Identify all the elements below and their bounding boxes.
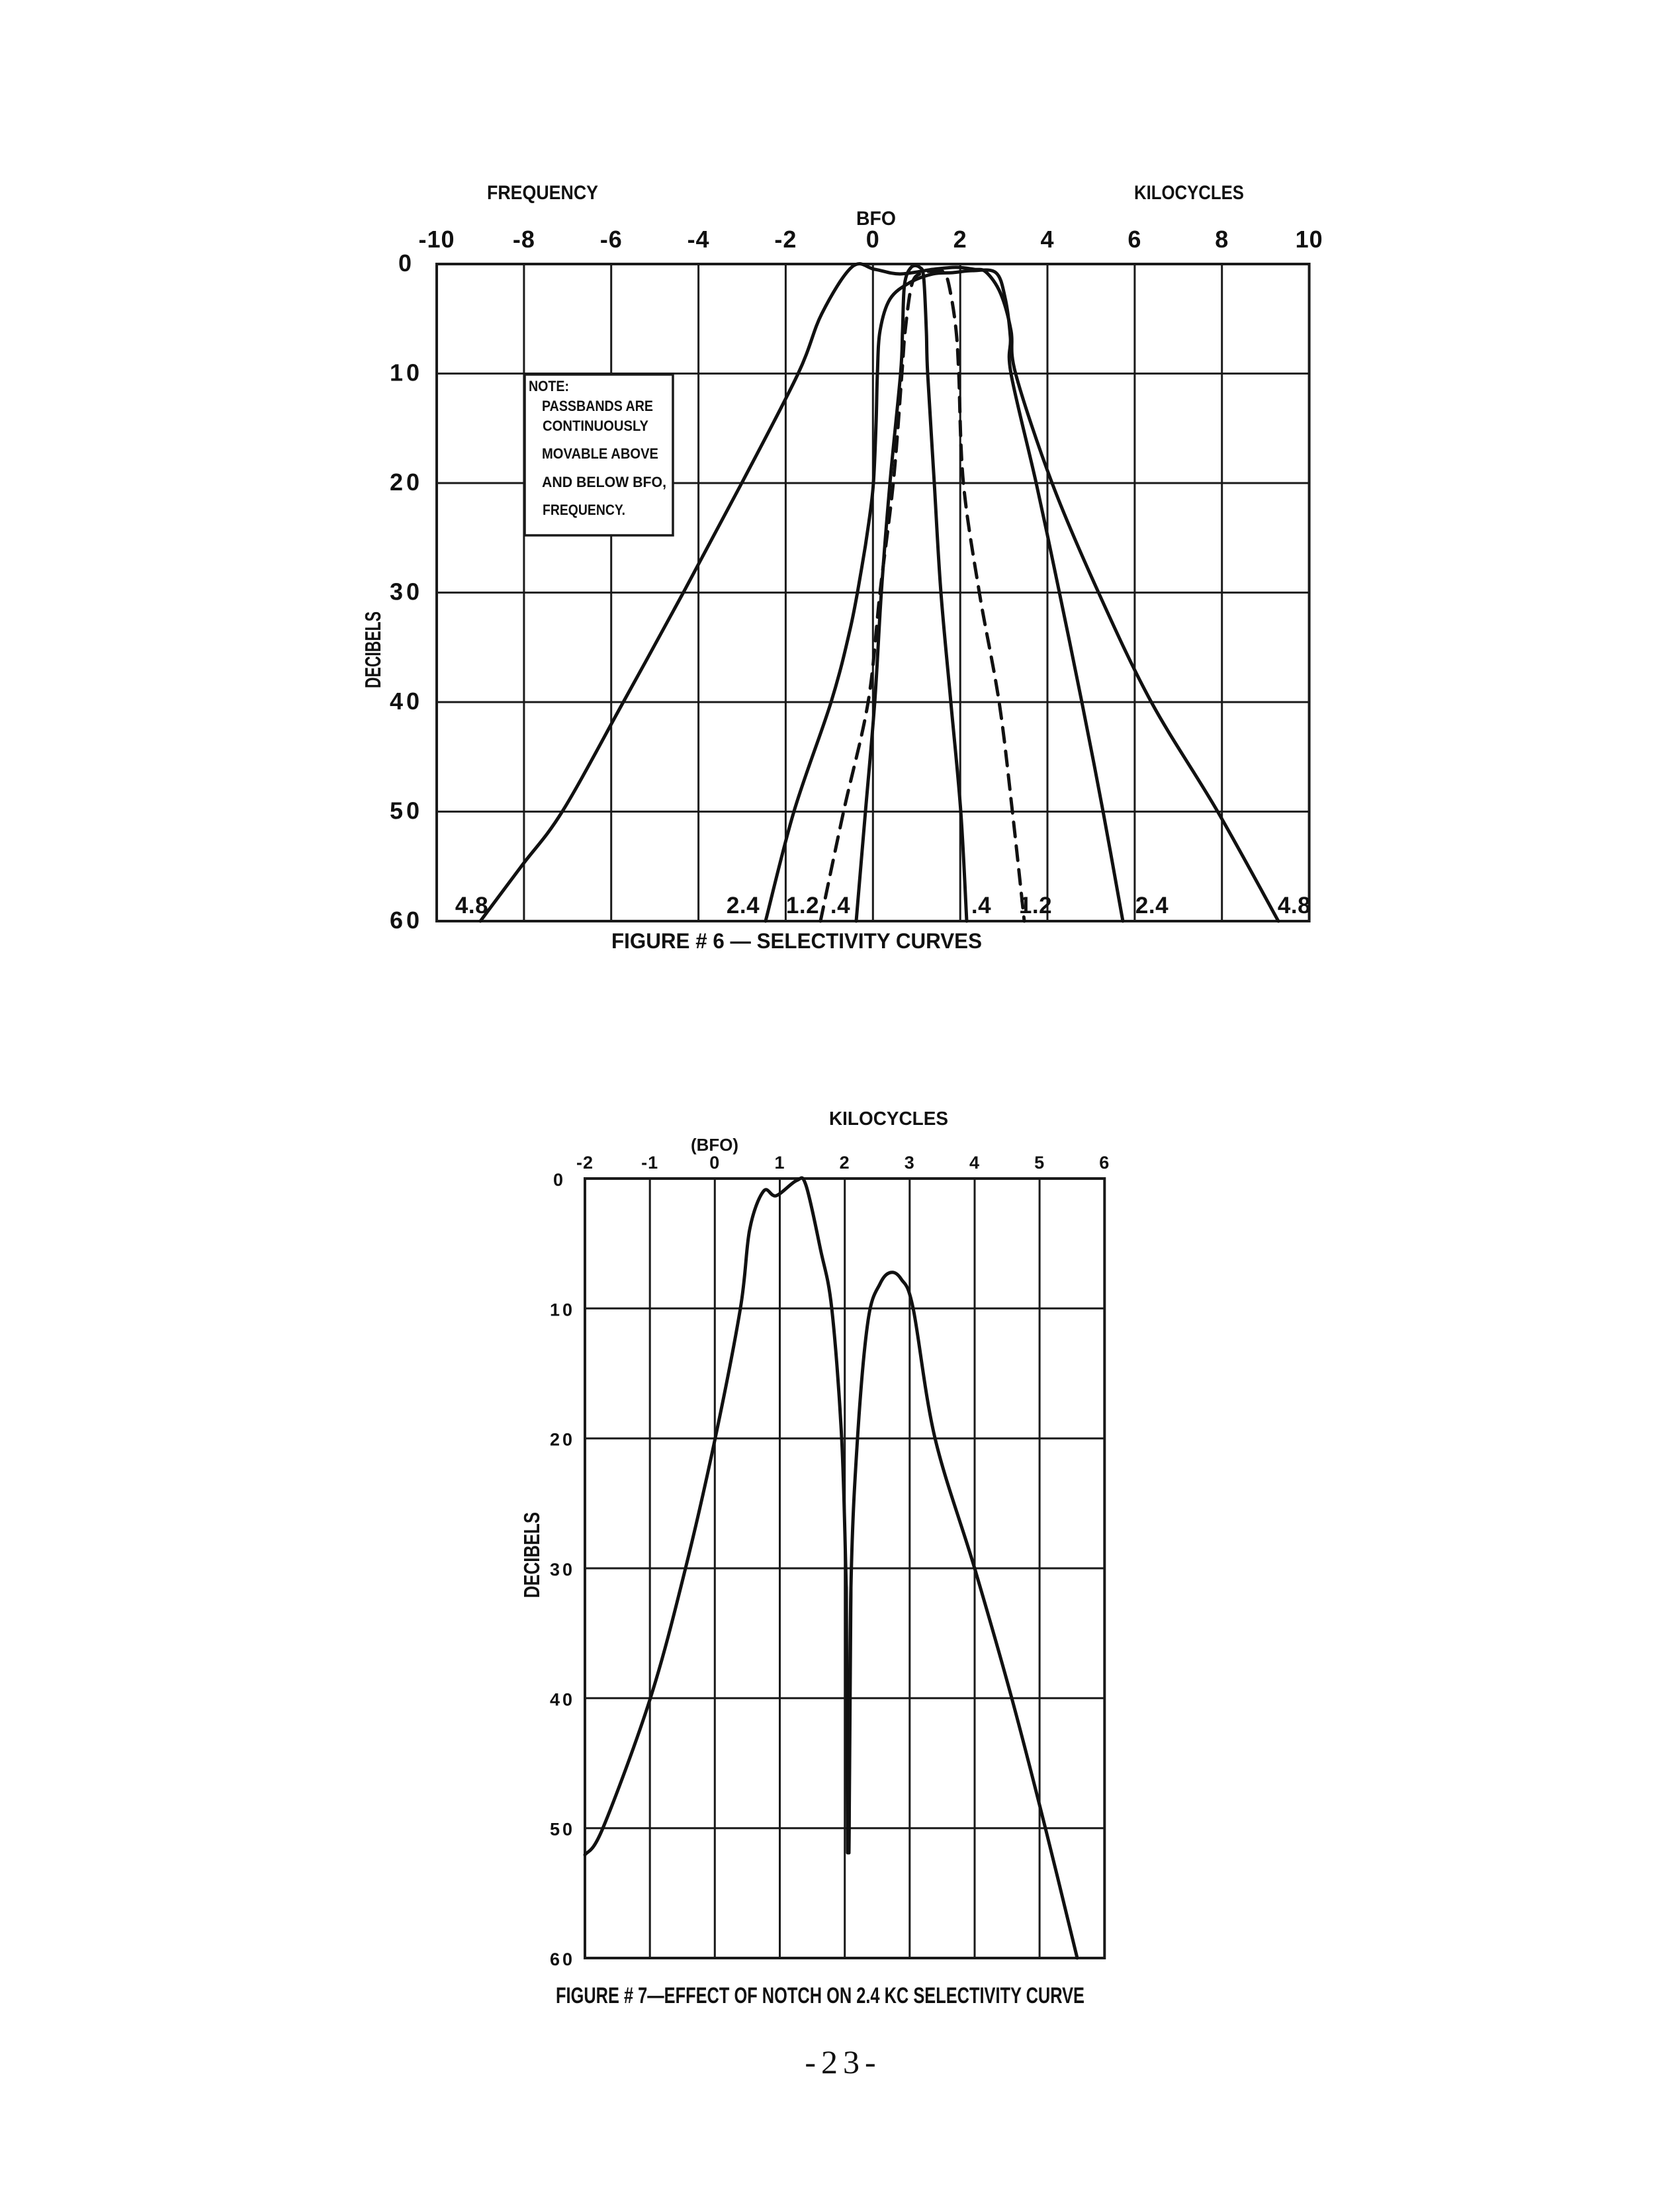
svg-text:40: 40	[550, 1689, 575, 1709]
svg-text:1: 1	[774, 1153, 785, 1173]
svg-text:4: 4	[969, 1153, 980, 1173]
svg-text:PASSBANDS ARE: PASSBANDS ARE	[542, 398, 653, 414]
svg-text:40: 40	[390, 688, 423, 715]
svg-text:-6: -6	[600, 226, 623, 253]
svg-text:FIGURE # 6 — SELECTIVITY CUR: FIGURE # 6 — SELECTIVITY CURVES	[611, 929, 982, 953]
svg-text:-2: -2	[576, 1153, 594, 1173]
svg-text:FREQUENCY: FREQUENCY	[487, 182, 598, 204]
svg-text:AND BELOW BFO,: AND BELOW BFO,	[542, 474, 666, 490]
svg-text:MOVABLE ABOVE: MOVABLE ABOVE	[542, 445, 658, 462]
svg-text:6: 6	[1127, 226, 1141, 253]
svg-text:5: 5	[1034, 1153, 1045, 1173]
svg-text:2.4: 2.4	[1135, 893, 1169, 918]
svg-text:4.8: 4.8	[1278, 893, 1311, 918]
svg-text:DECIBELS: DECIBELS	[519, 1512, 544, 1598]
svg-text:KILOCYCLES: KILOCYCLES	[829, 1108, 948, 1130]
svg-text:-2: -2	[774, 226, 797, 253]
svg-text:50: 50	[390, 797, 423, 825]
svg-text:.4: .4	[830, 893, 850, 918]
svg-text:KILOCYCLES: KILOCYCLES	[1134, 182, 1244, 204]
svg-text:60: 60	[390, 907, 423, 934]
svg-text:FREQUENCY.: FREQUENCY.	[543, 502, 625, 518]
svg-text:4.8: 4.8	[455, 893, 488, 918]
svg-text:BFO: BFO	[856, 208, 896, 230]
svg-text:-8: -8	[513, 226, 535, 253]
svg-text:1.2: 1.2	[786, 893, 819, 918]
svg-text:30: 30	[550, 1560, 575, 1580]
svg-text:-10: -10	[418, 226, 455, 253]
svg-text:3: 3	[905, 1153, 915, 1173]
svg-text:2: 2	[953, 226, 967, 253]
svg-text:-1: -1	[641, 1153, 658, 1173]
svg-text:8: 8	[1215, 226, 1229, 253]
svg-text:-4: -4	[687, 226, 710, 253]
svg-text:20: 20	[550, 1430, 575, 1450]
svg-text:0: 0	[866, 226, 880, 253]
svg-text:0: 0	[709, 1153, 720, 1173]
svg-text:4: 4	[1041, 226, 1055, 253]
svg-text:.4: .4	[971, 893, 991, 918]
svg-text:0: 0	[398, 249, 415, 277]
svg-text:20: 20	[390, 469, 423, 496]
svg-text:-23-: -23-	[805, 2043, 881, 2080]
svg-text:FIGURE # 7—EFFECT OF NOTCH ON: FIGURE # 7—EFFECT OF NOTCH ON 2.4 KC SEL…	[556, 1983, 1084, 2008]
svg-text:10: 10	[390, 359, 423, 386]
svg-text:1.2: 1.2	[1019, 893, 1052, 918]
svg-text:10: 10	[1296, 226, 1323, 253]
svg-text:(BFO): (BFO)	[691, 1135, 738, 1155]
svg-text:2: 2	[840, 1153, 850, 1173]
svg-text:50: 50	[550, 1820, 575, 1840]
svg-text:30: 30	[390, 578, 423, 605]
svg-text:0: 0	[553, 1170, 566, 1190]
svg-text:2.4: 2.4	[727, 893, 760, 918]
svg-text:DECIBELS: DECIBELS	[361, 611, 385, 688]
svg-text:NOTE:: NOTE:	[529, 378, 569, 394]
svg-text:10: 10	[550, 1300, 575, 1319]
svg-text:6: 6	[1099, 1153, 1110, 1173]
svg-text:CONTINUOUSLY: CONTINUOUSLY	[543, 418, 648, 434]
svg-text:60: 60	[550, 1949, 575, 1969]
